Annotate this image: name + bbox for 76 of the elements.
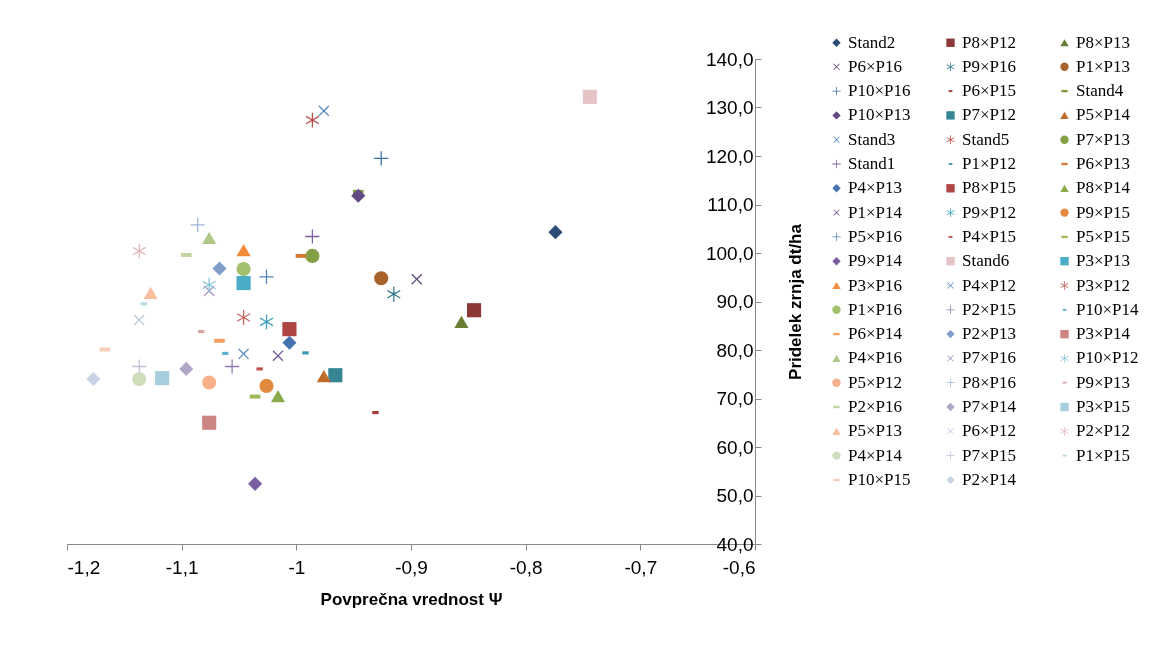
y-axis-title: Pridelek zrnja dt/ha: [785, 223, 805, 380]
y-tick-label: 40,0: [716, 533, 754, 555]
y-tick-label: 110,0: [707, 194, 754, 215]
legend-label: P9×P16: [962, 56, 1016, 76]
x-tick-label: -1: [288, 556, 306, 578]
legend-label: P5×P14: [1076, 105, 1131, 125]
legend-label: P4×P15: [962, 226, 1016, 246]
legend-label: P8×P13: [1076, 32, 1130, 52]
legend-label: P6×P16: [848, 56, 902, 76]
y-tick-label: 130,0: [705, 97, 754, 118]
legend-label: P10×P15: [848, 469, 911, 489]
legend-label: P1×P13: [1076, 56, 1130, 76]
legend-label: P5×P13: [848, 421, 902, 441]
legend-label: P1×P14: [848, 202, 903, 222]
x-tick-label: -0,8: [509, 556, 543, 578]
legend-label: P2×P12: [1076, 421, 1130, 441]
x-axis-title: Povprečna vrednost Ψ: [320, 589, 503, 609]
legend-label: P1×P16: [848, 299, 902, 319]
y-tick-label: 80,0: [716, 339, 754, 361]
legend-label: P3×P12: [1076, 275, 1130, 295]
legend-label: P8×P16: [962, 372, 1016, 392]
legend-label: P1×P12: [962, 154, 1016, 173]
legend-label: P2×P14: [962, 469, 1017, 489]
legend-label: Stand6: [962, 251, 1010, 271]
legend-label: P4×P14: [848, 445, 903, 465]
legend-label: P4×P12: [962, 275, 1016, 295]
legend-label: P7×P13: [1076, 129, 1130, 149]
legend-label: P3×P13: [1076, 251, 1130, 271]
legend-label: P1×P15: [1076, 445, 1130, 465]
legend-label: P2×P15: [962, 299, 1016, 319]
y-tick-label: 100,0: [705, 242, 754, 264]
legend-label: P9×P14: [848, 251, 903, 271]
legend-label: Stand3: [848, 129, 896, 149]
legend-label: P3×P14: [1076, 324, 1131, 344]
legend-label: P3×P15: [1076, 397, 1130, 416]
y-tick-label: 60,0: [716, 436, 754, 458]
y-tick-label: 70,0: [716, 388, 754, 409]
x-tick-label: -1,2: [67, 556, 101, 578]
legend-label: P7×P12: [962, 105, 1016, 125]
legend-label: P6×P15: [962, 81, 1016, 101]
legend-label: P8×P15: [962, 178, 1016, 198]
legend-label: P9×P12: [962, 202, 1016, 222]
y-tick-label: 120,0: [705, 145, 754, 167]
legend-label: Stand4: [1076, 81, 1124, 101]
y-tick-label: 140,0: [705, 48, 754, 70]
y-tick-label: 50,0: [716, 485, 754, 506]
x-tick-label: -0,9: [395, 556, 428, 578]
legend-label: P2×P13: [962, 324, 1016, 344]
x-tick-label: -0,6: [722, 556, 756, 578]
legend-label: P2×P16: [848, 397, 902, 416]
legend-label: Stand1: [848, 154, 896, 173]
legend-label: P8×P14: [1076, 178, 1131, 198]
legend-label: P7×P15: [962, 445, 1016, 465]
legend-label: P7×P14: [962, 397, 1017, 416]
legend-label: P9×P15: [1076, 202, 1130, 222]
legend-label: P5×P12: [848, 372, 902, 392]
legend-label: P6×P13: [1076, 154, 1130, 173]
legend-label: P10×P12: [1076, 348, 1139, 368]
legend-label: P7×P16: [962, 348, 1016, 368]
legend-label: P6×P14: [848, 324, 903, 344]
legend-label: P10×P13: [848, 105, 911, 125]
x-tick-label: -1,1: [165, 556, 199, 578]
legend-label: P10×P14: [1076, 299, 1139, 319]
legend-label: P4×P16: [848, 348, 902, 368]
legend-label: Stand5: [962, 129, 1010, 149]
legend-label: P10×P16: [848, 81, 911, 101]
legend-label: Stand2: [848, 32, 896, 52]
legend-label: P4×P13: [848, 178, 902, 198]
legend-label: P8×P12: [962, 32, 1016, 52]
legend-label: P6×P12: [962, 421, 1016, 441]
x-tick-label: -0,7: [624, 556, 658, 578]
legend-label: P3×P16: [848, 275, 902, 295]
legend-label: P5×P16: [848, 226, 902, 246]
legend-label: P9×P13: [1076, 372, 1130, 392]
legend-label: P5×P15: [1076, 226, 1130, 246]
y-tick-label: 90,0: [716, 291, 754, 312]
